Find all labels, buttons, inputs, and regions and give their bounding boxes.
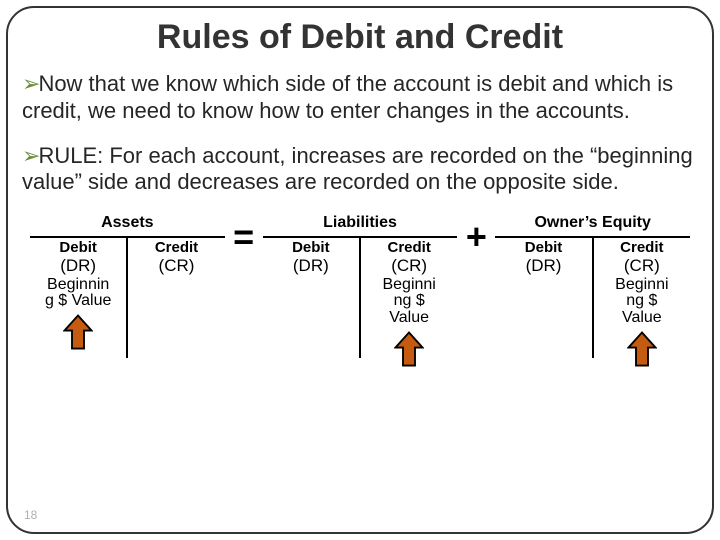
credit-sub: (CR) <box>596 257 688 275</box>
t-grid: Debit (DR) Beginnin g $ Value Credit (CR… <box>30 236 225 358</box>
account-title: Owner’s Equity <box>495 214 690 232</box>
debit-column: Debit (DR) <box>263 238 359 373</box>
credit-sub: (CR) <box>130 257 222 275</box>
t-grid: Debit (DR) Credit (CR) Beginni ng $ Valu… <box>263 236 458 373</box>
t-grid: Debit (DR) Credit (CR) Beginni ng $ Valu… <box>495 236 690 373</box>
beginning-value: Beginni ng $ Value <box>596 277 688 327</box>
debit-label: Debit <box>497 240 589 257</box>
credit-label: Credit <box>596 240 688 257</box>
credit-column: Credit (CR) Beginni ng $ Value <box>594 238 690 373</box>
debit-column: Debit (DR) Beginnin g $ Value <box>30 238 126 358</box>
paragraph-1: ➢Now that we know which side of the acco… <box>22 71 698 125</box>
up-arrow-icon <box>63 314 93 352</box>
credit-label: Credit <box>130 240 222 257</box>
credit-sub: (CR) <box>363 257 455 275</box>
account-title: Liabilities <box>263 214 458 232</box>
paragraph-2: ➢RULE: For each account, increases are r… <box>22 143 698 197</box>
debit-label: Debit <box>32 240 124 257</box>
debit-sub: (DR) <box>265 257 357 275</box>
account-title: Assets <box>30 214 225 232</box>
beginning-value: Beginni ng $ Value <box>363 277 455 327</box>
t-account-owners-equity: Owner’s Equity Debit (DR) Credit (CR) Be… <box>495 214 690 373</box>
debit-label: Debit <box>265 240 357 257</box>
up-arrow-icon <box>627 331 657 369</box>
paragraph-2-text: RULE: For each account, increases are re… <box>22 143 693 195</box>
up-arrow-icon <box>394 331 424 369</box>
debit-sub: (DR) <box>32 257 124 275</box>
beginning-value: Beginnin g $ Value <box>32 277 124 311</box>
credit-column: Credit (CR) <box>128 238 224 358</box>
paragraph-1-text: Now that we know which side of the accou… <box>22 71 673 123</box>
plus-operator: + <box>463 214 489 258</box>
accounting-equation: Assets Debit (DR) Beginnin g $ Value Cre… <box>22 214 698 373</box>
debit-column: Debit (DR) <box>495 238 591 373</box>
slide-frame: Rules of Debit and Credit ➢Now that we k… <box>6 6 714 534</box>
t-account-assets: Assets Debit (DR) Beginnin g $ Value Cre… <box>30 214 225 358</box>
credit-column: Credit (CR) Beginni ng $ Value <box>361 238 457 373</box>
credit-label: Credit <box>363 240 455 257</box>
page-number: 18 <box>24 508 37 522</box>
t-account-liabilities: Liabilities Debit (DR) Credit (CR) Begin… <box>263 214 458 373</box>
debit-sub: (DR) <box>497 257 589 275</box>
equals-operator: = <box>231 214 257 258</box>
slide-title: Rules of Debit and Credit <box>22 18 698 57</box>
